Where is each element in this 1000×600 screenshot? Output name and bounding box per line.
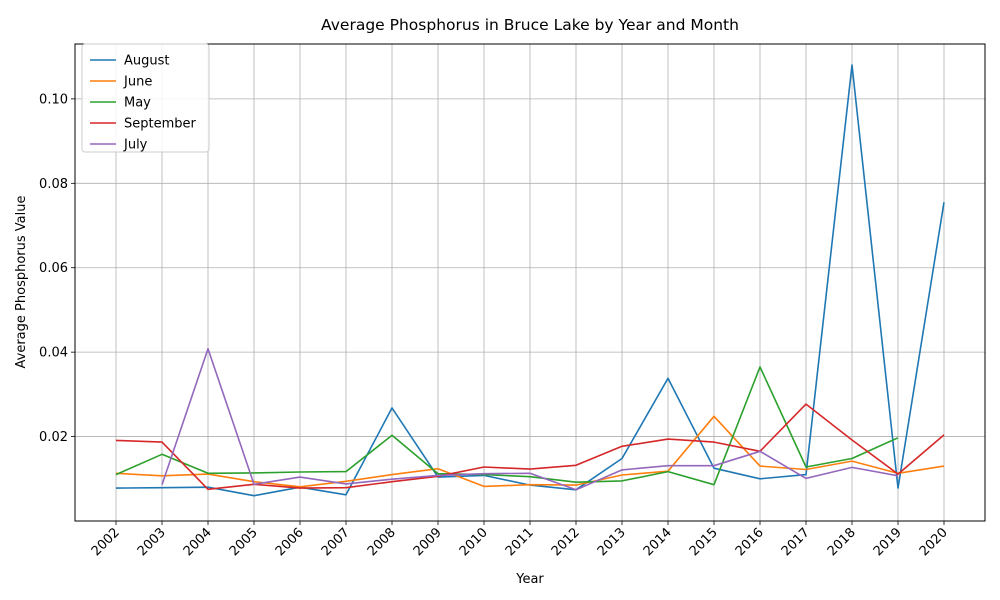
y-tick-label: 0.04	[39, 346, 68, 361]
legend-label: September	[124, 117, 197, 132]
y-tick-label: 0.10	[39, 92, 68, 107]
y-tick-label: 0.08	[39, 177, 68, 192]
legend-label: June	[123, 75, 152, 90]
legend-box	[81, 43, 210, 153]
legend-label: May	[124, 96, 151, 111]
series-lines	[115, 64, 945, 497]
x-axis-title: Year	[515, 572, 544, 587]
y-axis-title: Average Phosphorus Value	[14, 196, 29, 369]
series-line-may	[115, 366, 899, 486]
legend: August June May September July	[81, 43, 210, 153]
legend-label: August	[124, 54, 170, 69]
legend-label: July	[123, 138, 148, 153]
series-line-june	[115, 415, 945, 488]
chart-title: Average Phosphorus in Bruce Lake by Year…	[321, 16, 739, 34]
y-tick-label: 0.06	[39, 261, 68, 276]
y-tick-label: 0.02	[39, 430, 68, 445]
series-line-july	[161, 348, 899, 491]
